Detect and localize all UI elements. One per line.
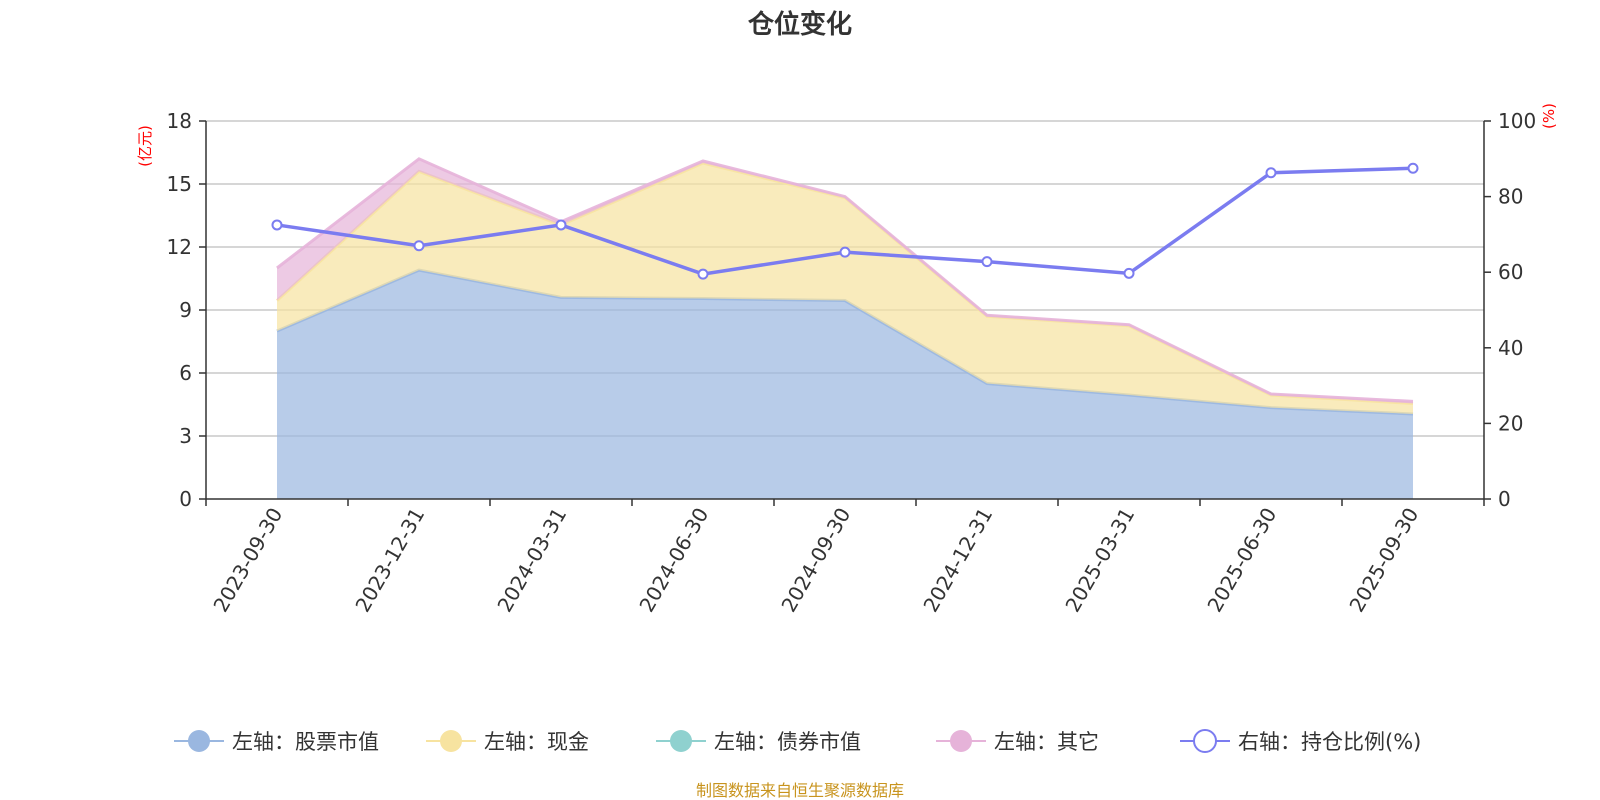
ratio-point	[1407, 162, 1419, 174]
legend-item[interactable]: 左轴：股票市值	[174, 730, 379, 754]
left-tick-label: 18	[167, 109, 192, 133]
right-tick-label: 100	[1498, 109, 1536, 133]
right-tick-label: 0	[1498, 487, 1511, 511]
x-tick-label: 2024-06-30	[634, 504, 713, 617]
right-tick-label: 80	[1498, 185, 1523, 209]
source-note: 制图数据来自恒生聚源数据库	[696, 781, 904, 800]
left-tick-label: 9	[179, 298, 192, 322]
right-tick-label: 20	[1498, 411, 1523, 435]
x-tick-label: 2024-03-31	[492, 504, 571, 617]
legend-marker	[1193, 729, 1217, 753]
legend-label: 左轴：债券市值	[714, 730, 861, 754]
legend-item[interactable]: 左轴：其它	[936, 730, 1099, 754]
legend-label: 右轴：持仓比例(%)	[1238, 730, 1421, 754]
area-0	[277, 270, 1413, 499]
ratio-point	[1265, 167, 1277, 179]
legend-marker	[188, 730, 210, 752]
right-tick-label: 40	[1498, 336, 1523, 360]
left-axis-unit: (亿元)	[136, 125, 154, 167]
x-tick-label: 2023-12-31	[350, 504, 429, 617]
ratio-point	[1123, 267, 1135, 279]
area-line-3	[276, 157, 1414, 403]
legend-item[interactable]: 右轴：持仓比例(%)	[1180, 729, 1421, 754]
x-tick-label: 2025-09-30	[1344, 504, 1423, 617]
ratio-point	[271, 219, 283, 231]
left-tick-label: 6	[179, 361, 192, 385]
stacked-areas	[275, 157, 1414, 499]
legend[interactable]: 左轴：股票市值 左轴：现金 左轴：债券市值 左轴：其它 右轴：持仓比例(%)	[174, 729, 1421, 754]
legend-item[interactable]: 左轴：债券市值	[656, 730, 861, 754]
legend-marker	[440, 730, 462, 752]
legend-marker	[670, 730, 692, 752]
ratio-point	[555, 219, 567, 231]
left-tick-label: 3	[179, 424, 192, 448]
x-tick-label: 2024-09-30	[776, 504, 855, 617]
ratio-point	[697, 268, 709, 280]
series-lines	[271, 162, 1419, 280]
area-3	[277, 158, 1413, 404]
ratio-point	[413, 240, 425, 252]
chart-title: 仓位变化	[747, 9, 852, 40]
x-tick-label: 2025-03-31	[1060, 504, 1139, 617]
legend-label: 左轴：其它	[994, 730, 1099, 754]
ratio-point	[981, 256, 993, 268]
legend-label: 左轴：股票市值	[232, 730, 379, 754]
left-tick-label: 0	[179, 487, 192, 511]
left-tick-label: 12	[167, 235, 192, 259]
legend-label: 左轴：现金	[484, 730, 589, 754]
x-tick-label: 2023-09-30	[208, 504, 287, 617]
x-tick-label: 2025-06-30	[1202, 504, 1281, 617]
ratio-point	[839, 246, 851, 258]
legend-marker	[950, 730, 972, 752]
right-tick-label: 60	[1498, 260, 1523, 284]
right-axis-unit: (%)	[1540, 103, 1558, 129]
x-tick-label: 2024-12-31	[918, 504, 997, 617]
left-tick-label: 15	[167, 172, 192, 196]
legend-item[interactable]: 左轴：现金	[426, 730, 589, 754]
